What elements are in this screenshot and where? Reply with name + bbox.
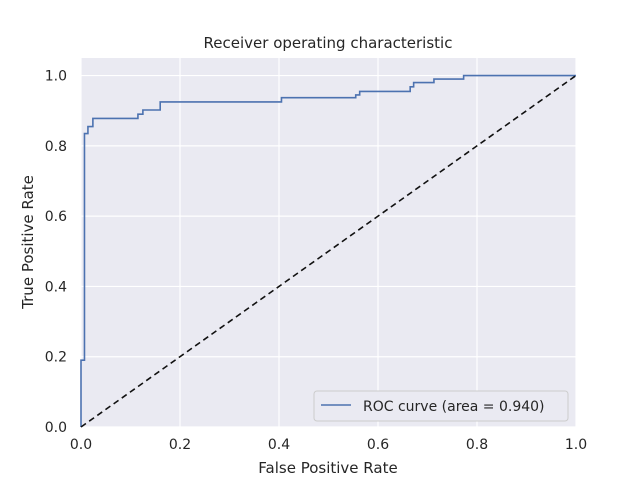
roc-curve-line (80, 74, 576, 427)
x-tick-label: 0.6 (367, 437, 389, 453)
x-tick-label: 0.0 (70, 437, 92, 453)
legend-label-roc-curve: ROC curve (area = 0.940) (363, 399, 545, 415)
x-tick-label: 1.0 (565, 437, 587, 453)
x-tick-label: 0.8 (466, 437, 488, 453)
y-tick-label: 1.0 (45, 69, 67, 85)
series-layer (80, 74, 577, 428)
y-axis-label: True Positive Rate (19, 175, 37, 310)
chance-diagonal-line (80, 74, 577, 428)
legend: ROC curve (area = 0.940) (313, 390, 569, 422)
y-tick-label: 0.6 (45, 209, 67, 225)
y-axis-ticks: 0.0 0.2 0.4 0.6 0.8 1.0 (45, 69, 67, 436)
y-tick-label: 0.8 (45, 139, 67, 155)
legend-box (313, 390, 569, 422)
grid-lines (80, 58, 577, 428)
y-tick-label: 0.0 (45, 420, 67, 436)
x-axis-label: False Positive Rate (258, 459, 397, 477)
chart-title: Receiver operating characteristic (204, 34, 453, 52)
y-tick-label: 0.2 (45, 350, 67, 366)
y-tick-label: 0.4 (45, 279, 67, 295)
x-tick-label: 0.2 (169, 437, 191, 453)
x-tick-label: 0.4 (268, 437, 290, 453)
plot-area (81, 58, 576, 427)
x-axis-ticks: 0.0 0.2 0.4 0.6 0.8 1.0 (70, 437, 587, 453)
